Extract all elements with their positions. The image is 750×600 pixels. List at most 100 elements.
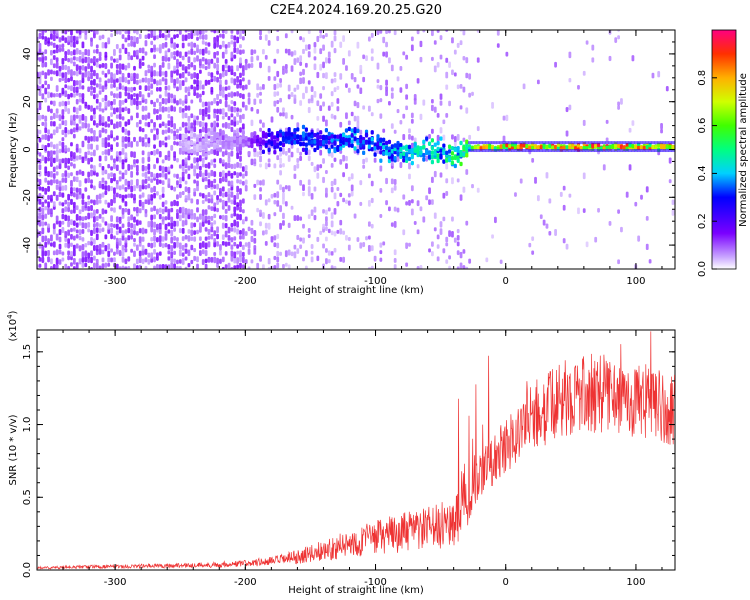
spectrogram-noise-cell <box>41 186 45 192</box>
spectrogram-noise-cell <box>50 58 53 66</box>
spectrogram-ridge-cell <box>416 145 420 150</box>
spectrogram-noise-cell <box>247 63 251 69</box>
spectrogram-ridge-cell <box>442 159 446 164</box>
spectrogram-ridge-cell <box>267 139 271 144</box>
spectrogram-noise-cell <box>244 170 248 177</box>
spectrogram-noise-cell <box>239 172 242 177</box>
spectrogram-noise-cell <box>190 30 194 36</box>
spectrogram-noise-cell <box>273 235 277 241</box>
spectrogram-ridge-cell <box>324 134 329 140</box>
spectrogram-noise-cell <box>336 201 340 207</box>
spectrogram-noise-cell <box>41 56 45 63</box>
spectrogram-noise-cell <box>130 171 134 178</box>
spectrogram-noise-cell <box>347 200 351 206</box>
spectrogram-noise-cell <box>133 30 136 34</box>
spectrogram-ridge-cell <box>207 131 211 136</box>
spectrogram-noise-cell <box>64 242 68 248</box>
spectrogram-noise-cell <box>408 134 411 140</box>
spectrogram-noise-cell <box>239 155 242 162</box>
spectrogram-noise-cell <box>92 227 96 235</box>
spectrogram-noise-cell <box>110 177 113 184</box>
spectrogram-noise-cell <box>241 49 245 54</box>
spectrogram-noise-cell <box>313 166 317 173</box>
spectrogram-noise-cell <box>173 106 176 112</box>
spectrogram-noise-cell <box>124 77 128 83</box>
spectrogram-ridge-cell <box>198 141 202 147</box>
spectrogram-noise-cell <box>50 100 53 105</box>
spectrogram-noise-cell <box>250 219 254 226</box>
spectrogram-noise-cell <box>95 227 99 233</box>
spectrogram-noise-cell <box>92 61 96 66</box>
spectrogram-noise-cell <box>153 256 156 263</box>
spectrogram-noise-cell <box>276 48 280 54</box>
spectrogram-noise-cell <box>113 137 116 142</box>
spectrogram-noise-cell <box>67 66 71 73</box>
spectrogram-noise-cell <box>181 244 185 251</box>
spectrogram-ridge-cell <box>387 146 392 151</box>
spectrogram-ridge-cell <box>301 124 306 130</box>
spectrogram-ridge-cell <box>399 154 403 160</box>
spectrogram-noise-cell <box>347 50 351 57</box>
spectrogram-noise-cell <box>284 250 288 258</box>
spectrogram-noise-cell <box>267 75 271 81</box>
spectrogram-noise-cell <box>170 207 174 213</box>
spectrogram-noise-cell <box>58 180 62 188</box>
spectrogram-noise-cell <box>221 214 225 221</box>
spectrogram-noise-cell <box>127 180 131 187</box>
spectrogram-noise-cell <box>284 68 288 74</box>
spectrogram-noise-cell <box>279 83 282 88</box>
spectrogram-noise-cell <box>44 127 48 134</box>
spectrogram-ridge-cell <box>224 141 228 147</box>
spectrogram-noise-cell <box>322 44 325 51</box>
spectrogram-noise-cell <box>224 264 228 269</box>
spectrogram-noise-cell <box>170 229 174 237</box>
spectrogram-noise-cell <box>130 193 134 199</box>
spectrogram-ridge-cell <box>353 127 357 132</box>
spectrogram-ridge-cell <box>571 143 575 148</box>
spectrogram-noise-cell <box>81 72 85 79</box>
spectrogram-noise-cell <box>290 205 294 210</box>
spectrogram-noise-cell <box>276 179 280 185</box>
spectrogram-noise-cell <box>227 85 231 91</box>
spectrogram-ridge-cell <box>364 140 369 145</box>
spectrogram-noise-cell <box>198 213 202 220</box>
spectrogram-noise-cell <box>115 263 119 269</box>
spectrogram-ridge-cell <box>181 146 185 152</box>
spectrogram-halo-cell <box>574 149 578 153</box>
spectrogram-noise-cell <box>410 185 414 192</box>
spectrogram-noise-cell <box>405 201 409 206</box>
spectrogram-noise-cell <box>190 62 194 68</box>
spectrogram-ridge-cell <box>445 150 449 156</box>
spectrogram-noise-cell <box>87 252 91 259</box>
spectrogram-noise-cell <box>445 71 449 79</box>
spectrogram-noise-cell <box>67 35 71 43</box>
spectrogram-noise-cell <box>393 178 397 185</box>
spectrogram-noise-cell <box>330 91 334 97</box>
spectrogram-noise-cell <box>193 222 197 228</box>
spectrogram-noise-cell <box>221 256 225 263</box>
spectrogram-noise-cell <box>52 112 56 120</box>
spectrogram-noise-cell <box>439 100 443 106</box>
spectrogram-noise-cell <box>64 206 68 212</box>
spectrogram-noise-cell <box>322 101 325 107</box>
spectrogram-noise-cell <box>61 257 65 262</box>
spectrogram-halo-cell <box>470 141 475 145</box>
spectrogram-noise-cell <box>296 157 300 163</box>
spectrogram-noise-cell <box>239 250 242 257</box>
spectrogram-noise-cell <box>233 256 237 264</box>
spectrogram-noise-cell <box>617 209 620 214</box>
spectrogram-noise-cell <box>38 114 42 121</box>
spectrogram-noise-cell <box>138 199 142 207</box>
spectrogram-noise-cell <box>448 100 451 107</box>
spectrogram-noise-cell <box>150 226 154 233</box>
spectrogram-noise-cell <box>250 259 254 264</box>
spectrogram-noise-cell <box>316 71 320 79</box>
spectrogram-noise-cell <box>107 78 111 84</box>
spectrogram-noise-cell <box>92 94 96 100</box>
spectrogram-noise-cell <box>284 112 288 119</box>
spectrogram-ridge-cell <box>553 144 558 150</box>
spectrogram-noise-cell <box>562 204 566 211</box>
spectrogram-noise-cell <box>158 33 162 39</box>
spectrogram-noise-cell <box>250 235 254 243</box>
snr-x-tick-label: -100 <box>364 577 387 588</box>
